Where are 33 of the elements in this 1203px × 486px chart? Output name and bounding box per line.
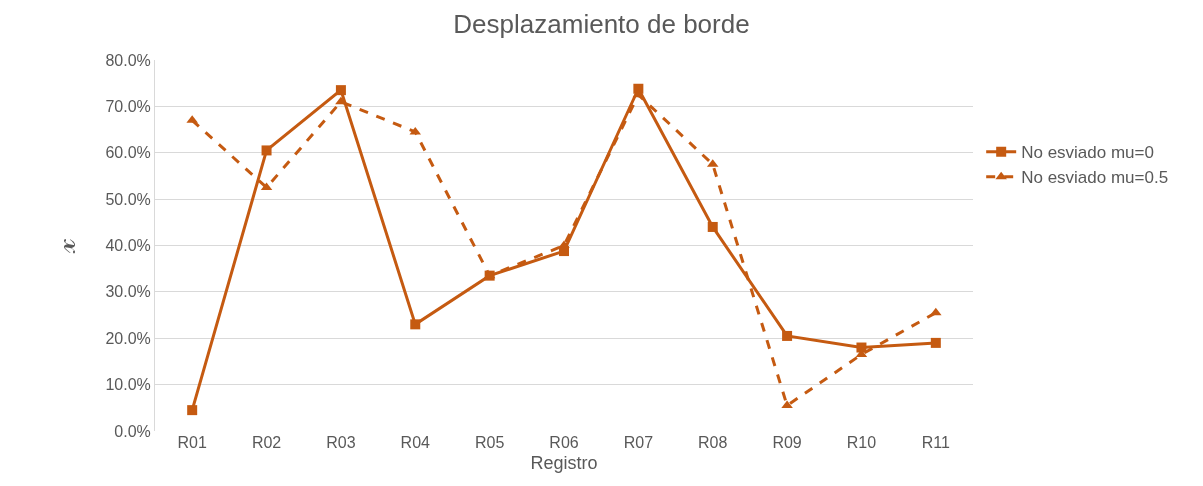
x-tick-label: R04 (400, 434, 431, 451)
y-tick-label: 40.0% (105, 237, 151, 255)
point (930, 307, 942, 316)
x-tick-label: R08 (698, 434, 728, 451)
y-tick-label: 60.0% (105, 144, 151, 162)
x-tick-label: R03 (326, 434, 356, 451)
y-tick-label: 10.0% (105, 376, 151, 394)
x-tick-label: R07 (623, 434, 654, 451)
y-tick-label: 30.0% (105, 283, 151, 301)
x-tick-label: R09 (772, 434, 802, 451)
x-tick-label: R05 (474, 434, 505, 451)
y-tick-label: 70.0% (105, 97, 151, 115)
legend-label: No esviado mu=0.5 (1021, 168, 1169, 188)
point (930, 337, 941, 348)
legend-label: No esviado mu=0 (1021, 143, 1154, 163)
point (187, 405, 198, 416)
x-axis-title: Registro (530, 453, 598, 474)
chart-title: Desplazamiento de borde (453, 9, 750, 40)
y-tick-label: 50.0% (105, 190, 151, 208)
x-tick-label: R10 (846, 434, 877, 451)
point (410, 319, 421, 330)
x-tick-label: R11 (921, 434, 950, 451)
point (335, 85, 346, 96)
point (782, 330, 793, 341)
x-tick-label: R02 (251, 434, 282, 451)
x-tick-label: R06 (549, 434, 579, 451)
point (261, 145, 272, 156)
y-tick-label: 80.0% (105, 51, 151, 69)
y-axis-title: 𝓍 (48, 238, 82, 254)
y-tick-label: 0.0% (114, 422, 151, 440)
y-tick-label: 20.0% (105, 329, 151, 347)
point (707, 221, 718, 232)
x-tick-label: R01 (177, 434, 207, 451)
